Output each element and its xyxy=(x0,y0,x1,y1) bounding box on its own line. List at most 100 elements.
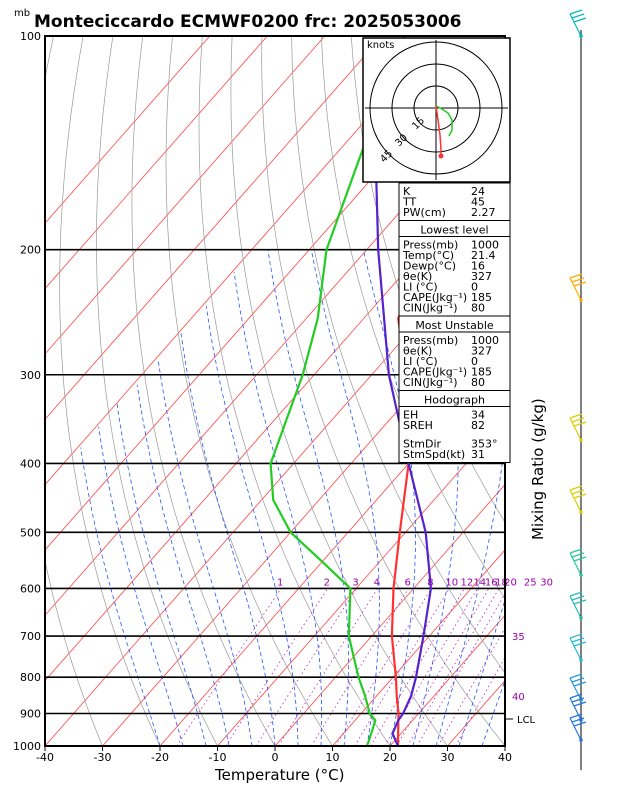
wind-barb xyxy=(569,489,582,513)
moist-adiabat-line xyxy=(157,358,253,746)
stat-label: Dewp(°C) xyxy=(403,260,456,273)
wind-barb-flag xyxy=(573,721,587,727)
mixing-ratio-line xyxy=(278,588,378,746)
chart-title: Monteciccardo ECMWF0200 frc: 2025053006 xyxy=(34,12,462,32)
stat-value: 185 xyxy=(471,291,492,304)
wind-barb-flag xyxy=(571,489,585,495)
mixing-ratio-tick-label: 30 xyxy=(540,577,553,588)
mixing-ratio-line xyxy=(370,588,465,746)
stats-indices xyxy=(398,182,511,221)
stats-most-unstable-header: Most Unstable xyxy=(415,319,494,332)
wind-barb xyxy=(569,13,582,37)
mixing-ratio-tick-label: 35 xyxy=(512,632,525,643)
stat-value: 353° xyxy=(471,438,498,451)
wind-barb-point xyxy=(579,298,583,302)
dry-adiabat-line xyxy=(530,36,618,746)
wind-barb-point xyxy=(579,616,583,620)
mixing-ratio-tick-label: 25 xyxy=(524,577,537,588)
dry-adiabat-line xyxy=(198,36,391,746)
wind-barb-flag xyxy=(573,17,587,23)
stats-table: K 24 TT 45 PW(cm) 2.27 Lowest level Press(mb) 10… xyxy=(398,182,511,463)
stat-value: 2.27 xyxy=(471,206,496,219)
stat-label: Temp(°C) xyxy=(402,249,454,262)
wind-barb-point xyxy=(579,510,583,514)
dry-adiabat-line xyxy=(165,36,333,746)
mixing-ratio-line xyxy=(396,588,490,746)
mixing-ratio-line xyxy=(384,588,478,746)
wind-barb-flag xyxy=(569,485,583,491)
pressure-tick-label: 800 xyxy=(20,671,41,684)
lcl-marker: LCL xyxy=(505,715,536,726)
wind-barb-flag xyxy=(573,421,587,427)
temperature-tick-label: -40 xyxy=(36,751,54,764)
moist-adiabat-line xyxy=(267,249,349,746)
wind-barb xyxy=(569,637,582,661)
dewpoint-line xyxy=(269,36,407,746)
wind-barb-flag xyxy=(573,281,587,287)
stat-value: 34 xyxy=(471,409,485,422)
temperature-tick-label: -30 xyxy=(94,751,112,764)
stat-value: 1000 xyxy=(471,334,499,347)
stat-value: 327 xyxy=(471,345,492,358)
stats-most-unstable xyxy=(398,315,511,391)
hodograph-storm-point xyxy=(438,153,444,159)
dry-adiabat-line xyxy=(321,36,505,599)
pressure-unit: mb xyxy=(14,8,30,19)
wind-barb-point xyxy=(579,438,583,442)
mixing-ratio-line xyxy=(225,588,328,746)
stat-label: EH xyxy=(403,409,418,422)
wind-profile xyxy=(569,9,587,770)
pressure-tick-label: 100 xyxy=(20,30,41,43)
mixing-ratio-tick-label: 4 xyxy=(374,577,380,588)
temperature-tick-label: 0 xyxy=(272,751,279,764)
stat-label: CAPE(Jkg⁻¹) xyxy=(403,366,467,379)
wind-barb-flag xyxy=(571,717,585,723)
mixing-ratio-tick-label: 16 xyxy=(485,577,498,588)
isotherm-line xyxy=(45,36,268,290)
pressure-tick-label: 1000 xyxy=(13,740,41,753)
mixing-ratio-tick-label: 40 xyxy=(512,692,525,703)
wind-barb-flag xyxy=(569,633,583,639)
stat-value: 21.4 xyxy=(471,249,496,262)
mixing-ratio-line xyxy=(255,588,357,746)
mixing-ratio-line xyxy=(407,588,500,746)
moist-adiabat-line xyxy=(116,404,207,746)
stat-value: 185 xyxy=(471,366,492,379)
wind-barb-flag xyxy=(573,641,587,647)
wind-barb-point xyxy=(579,738,583,742)
wind-barb-flag xyxy=(571,552,585,558)
mixing-ratio-tick-label: 2 xyxy=(324,577,330,588)
stats-hodograph xyxy=(398,390,511,463)
mixing-ratio-tick-label: 14 xyxy=(473,577,486,588)
pressure-tick-label: 900 xyxy=(20,708,41,721)
temperature-tick-label: -20 xyxy=(151,751,169,764)
isotherm-line xyxy=(332,549,505,746)
wind-barb-flag xyxy=(569,693,583,699)
moist-adiabat-line xyxy=(80,447,161,746)
wind-barb-flag xyxy=(571,697,585,703)
stat-value: 16 xyxy=(471,260,485,273)
isotherm-line xyxy=(45,36,441,486)
dry-adiabat-line xyxy=(59,36,161,746)
hodograph: knots 15 30 45 xyxy=(362,37,511,183)
pressure-tick-label: 200 xyxy=(20,244,41,257)
wind-barb xyxy=(569,717,582,741)
stat-label: SREH xyxy=(403,419,433,432)
wind-barb xyxy=(569,417,582,441)
stat-label: StmDir xyxy=(403,438,442,451)
isotherm-line xyxy=(45,222,505,746)
stat-label: θe(K) xyxy=(403,345,432,358)
dry-adiabat-line xyxy=(560,36,618,746)
dry-adiabat-line xyxy=(131,36,276,746)
hodograph-unit: knots xyxy=(367,40,394,51)
wind-barb xyxy=(569,552,582,576)
stat-value: 0 xyxy=(471,281,478,294)
stat-label: TT xyxy=(402,196,417,209)
wind-barb-flag xyxy=(569,713,583,719)
pressure-tick-labels: 100 200 300 400 500 600 700 800 900 1000 xyxy=(13,30,41,753)
mixing-ratio-tick-label: 12 xyxy=(460,577,473,588)
moist-adiabat-line xyxy=(98,426,184,746)
isotherm-line xyxy=(45,157,505,682)
